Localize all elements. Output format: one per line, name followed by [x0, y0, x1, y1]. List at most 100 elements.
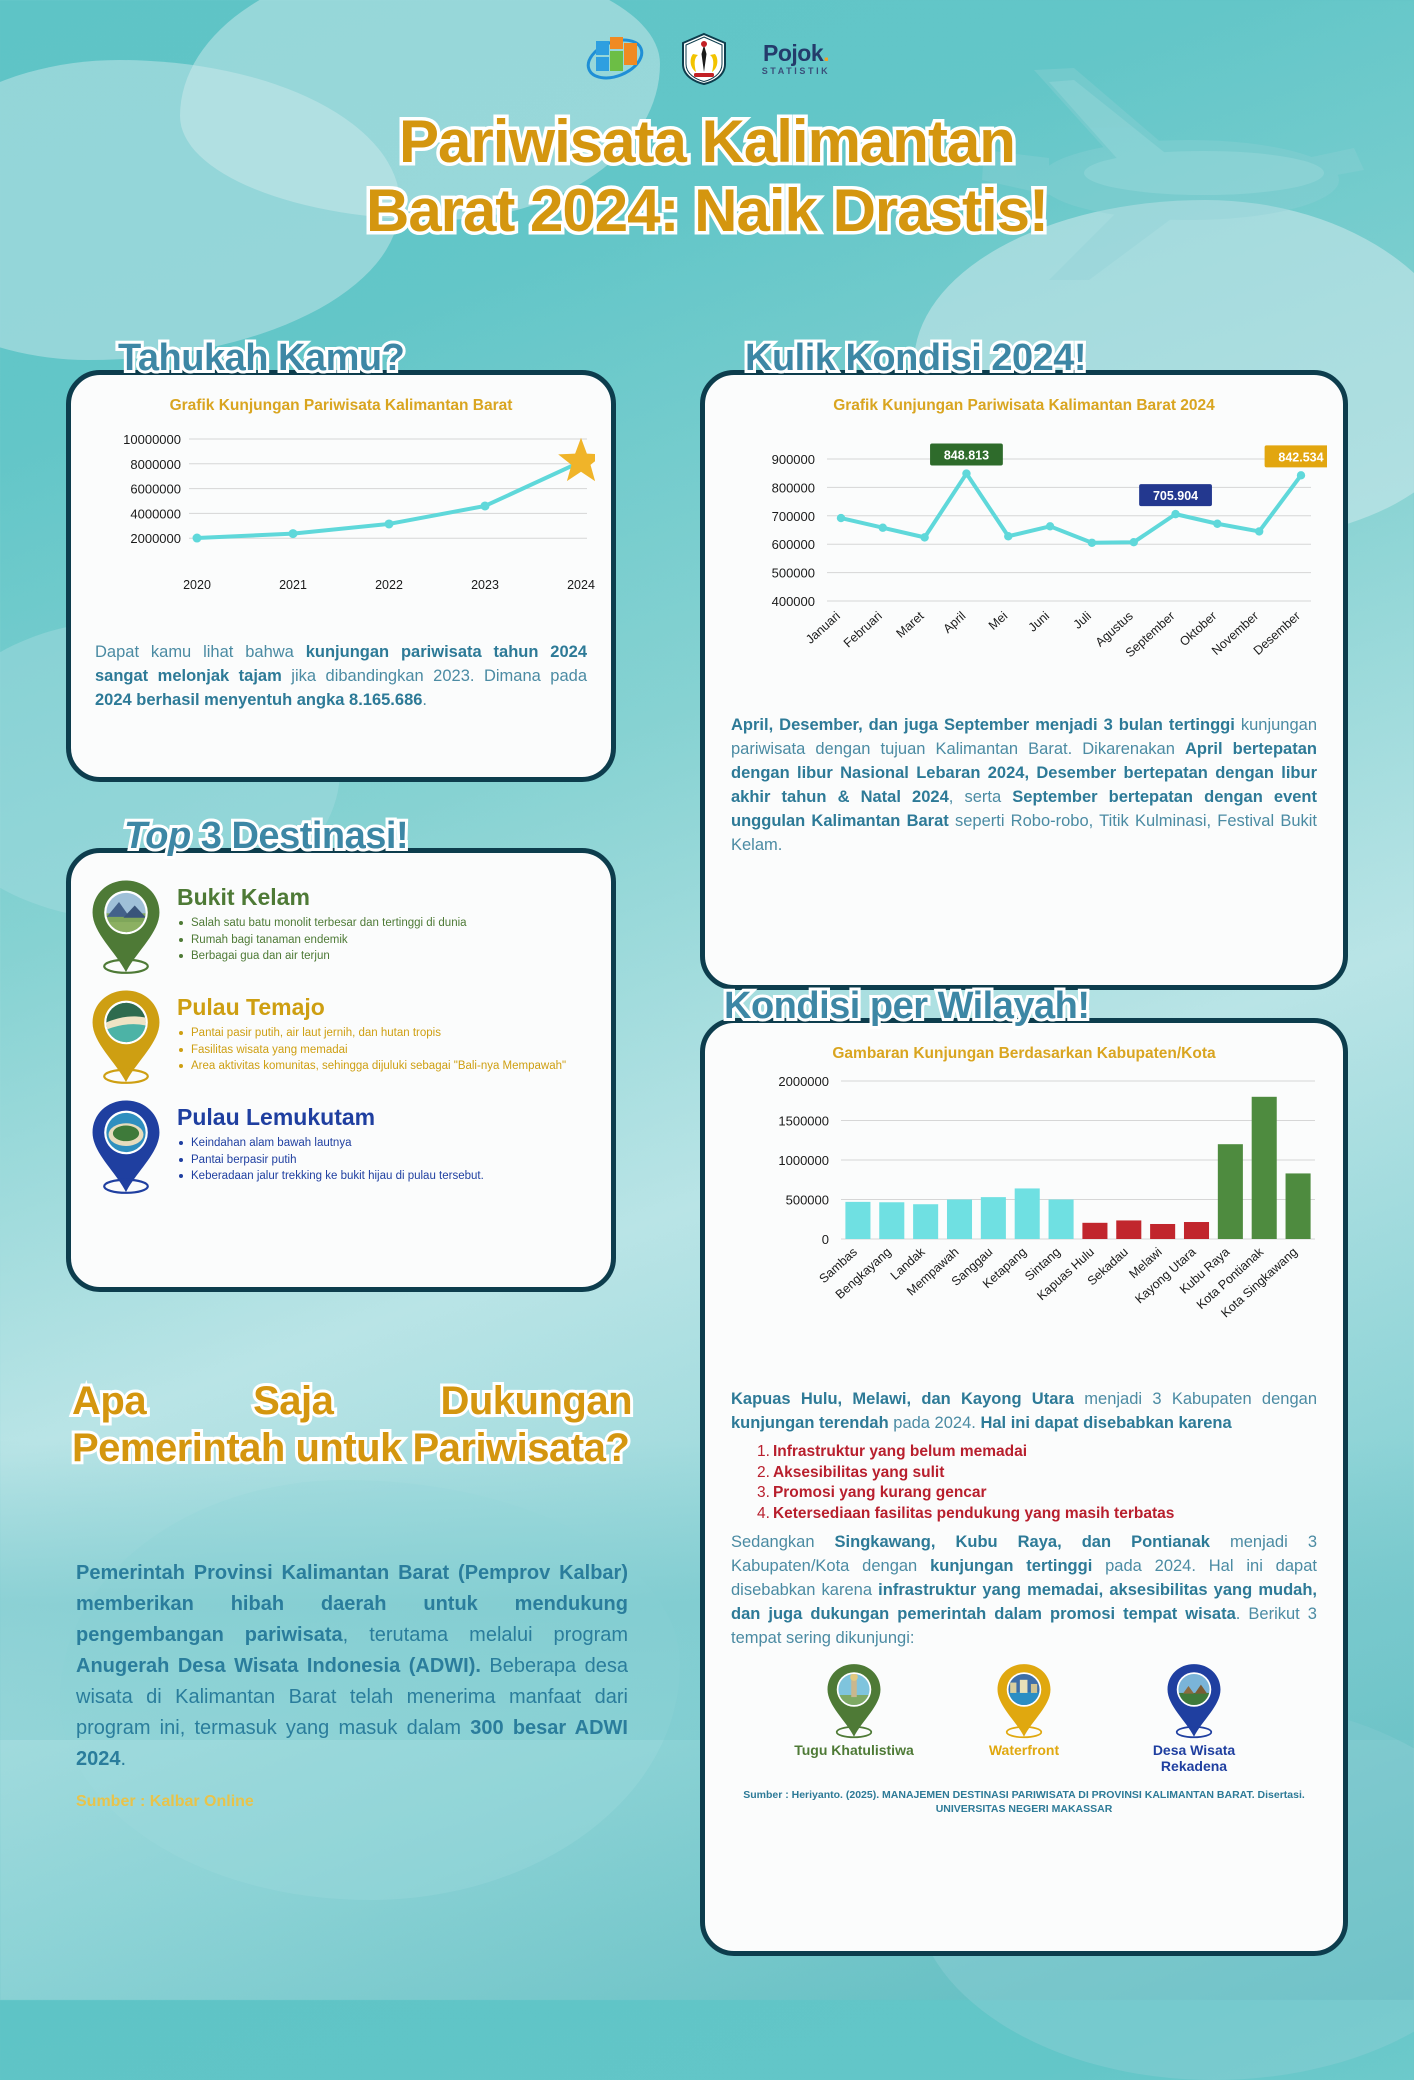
- list-item: Keindahan alam bawah lautnya: [177, 1135, 587, 1151]
- wilayah-i: kunjungan tertinggi: [930, 1556, 1093, 1575]
- svg-text:400000: 400000: [772, 594, 815, 609]
- heading-top3-destinasi: Top 3 Destinasi!: [121, 812, 412, 860]
- svg-text:Juni: Juni: [1026, 609, 1052, 635]
- bottom-place-item: Desa Wisata Rekadena: [1129, 1663, 1259, 1774]
- logo-row: Pojok. STATISTIK: [0, 28, 1414, 90]
- card-kulik-kondisi: Grafik Kunjungan Pariwisata Kalimantan B…: [700, 370, 1348, 990]
- bottom-place-item: Tugu Khatulistiwa: [789, 1663, 919, 1774]
- destination-name: Pulau Temajo: [177, 994, 325, 1020]
- dukungan-title: Apa Saja Dukungan Pemerintah untuk Pariw…: [69, 1376, 636, 1473]
- svg-text:Mei: Mei: [986, 609, 1010, 633]
- list-item: 3. Promosi yang kurang gencar: [757, 1484, 987, 1502]
- top3-lead: Top: [121, 812, 194, 860]
- destination-bullets: Salah satu batu monolit terbesar dan ter…: [177, 915, 587, 964]
- svg-text:10000000: 10000000: [123, 432, 181, 447]
- monthly-chart-title: Grafik Kunjungan Pariwisata Kalimantan B…: [833, 397, 1215, 414]
- svg-text:2023: 2023: [471, 578, 499, 592]
- dukungan-body: Pemerintah Provinsi Kalimantan Barat (Pe…: [76, 1558, 628, 1811]
- wilayah-j: pada 2024. Hal ini dapat disebabkan kare…: [731, 1556, 1317, 1599]
- tahukah-p1b: kunjungan pariwisata tahun 2024 sangat m…: [95, 643, 588, 685]
- svg-text:2021: 2021: [279, 578, 307, 592]
- wilayah-g: Singkawang, Kubu Raya, dan Pontianak: [834, 1532, 1210, 1551]
- svg-text:842.534: 842.534: [1278, 450, 1323, 464]
- kulik-f: seperti Robo-robo, Titik Kulminasi, Fest…: [731, 811, 1317, 854]
- svg-text:1000000: 1000000: [778, 1153, 829, 1168]
- destination-bullets: Pantai pasir putih, air laut jernih, dan…: [177, 1025, 587, 1074]
- top3-rest: 3 Destinasi!: [198, 812, 412, 860]
- bottom-places-row: Tugu Khatulistiwa Waterfront Desa Wisata R…: [731, 1663, 1317, 1774]
- svg-text:8000000: 8000000: [130, 457, 181, 472]
- dukungan-a: Pemerintah Provinsi Kalimantan Barat (Pe…: [76, 1562, 628, 1646]
- svg-text:1500000: 1500000: [778, 1114, 829, 1129]
- wilayah-l: . Berikut 3 tempat sering dikunjungi:: [731, 1604, 1317, 1647]
- dukungan-e: 300 besar ADWI 2024: [76, 1717, 628, 1770]
- destination-bullets: Keindahan alam bawah lautnya Pantai berpa…: [177, 1135, 587, 1184]
- list-item: 4. Ketersediaan fasilitas pendukung yang …: [757, 1505, 1175, 1523]
- list-item: Fasilitas wisata yang memadai: [177, 1042, 587, 1058]
- wilayah-b: menjadi 3 Kabupaten dengan: [1074, 1390, 1317, 1408]
- svg-text:Juli: Juli: [1071, 609, 1094, 632]
- heading-kondisi-wilayah: Kondisi per Wilayah!: [721, 982, 1093, 1030]
- list-item: Area aktivitas komunitas, sehingga dijul…: [177, 1058, 587, 1074]
- card-top3-destinasi: Bukit Kelam Salah satu batu monolit terbe…: [66, 848, 616, 1292]
- heading-kulik-kondisi: Kulik Kondisi 2024!: [742, 334, 1090, 382]
- wilayah-h: menjadi 3 Kabupaten/Kota dengan: [731, 1532, 1318, 1575]
- regency-bar-chart: 0500000100000015000002000000SambasBengka…: [778, 1074, 1315, 1320]
- wilayah-source: Sumber : Heriyanto. (2025). MANAJEMEN DE…: [743, 1788, 1305, 1815]
- wilayah-e: Hal ini dapat disebabkan karena: [980, 1413, 1232, 1432]
- bottom-place-label: Desa Wisata Rekadena: [1152, 1741, 1236, 1774]
- destination-name: Pulau Lemukutam: [177, 1104, 376, 1130]
- title-line-1: Pariwisata Kalimantan: [396, 104, 1020, 178]
- svg-text:0: 0: [822, 1232, 829, 1247]
- list-item: Berbagai gua dan air terjun: [177, 948, 587, 964]
- yearly-chart-title: Grafik Kunjungan Pariwisata Kalimantan B…: [169, 397, 513, 414]
- map-pin-icon: [89, 879, 163, 975]
- list-item: Salah satu batu monolit terbesar dan ter…: [177, 915, 587, 931]
- airplane-illustration: [982, 68, 1364, 280]
- monthly-line-chart: 400000 500000 600000 700000 800000 900000 Janu…: [772, 443, 1338, 660]
- statistik-word: STATISTIK: [761, 66, 831, 76]
- wilayah-a: Kapuas Hulu, Melawi, dan Kayong Utara: [731, 1390, 1074, 1408]
- wilayah-f: Sedangkan: [731, 1532, 835, 1551]
- svg-text:April: April: [941, 609, 969, 636]
- map-pin-icon: [89, 1099, 163, 1195]
- bottom-place-label: Waterfront: [988, 1741, 1060, 1758]
- dukungan-source: Sumber : Kalbar Online: [76, 1793, 254, 1810]
- svg-text:700000: 700000: [772, 509, 815, 524]
- list-item: Keberadaan jalur trekking ke bukit hijau…: [177, 1168, 587, 1184]
- svg-text:2020: 2020: [183, 578, 211, 592]
- svg-text:2000000: 2000000: [130, 531, 181, 546]
- regency-chart-title: Gambaran Kunjungan Berdasarkan Kabupaten…: [832, 1045, 1216, 1062]
- svg-text:Desember: Desember: [1251, 609, 1303, 658]
- bottom-place-label: Tugu Khatulistiwa: [794, 1741, 914, 1758]
- svg-text:Maret: Maret: [894, 608, 928, 640]
- card-kondisi-wilayah: Gambaran Kunjungan Berdasarkan Kabupaten…: [700, 1018, 1348, 1956]
- svg-text:2000000: 2000000: [778, 1074, 829, 1089]
- wilayah-k: infrastruktur yang memadai, aksesibilita…: [731, 1580, 1317, 1623]
- list-item: Pantai berpasir putih: [177, 1152, 587, 1168]
- tahukah-p1a: Dapat kamu lihat bahwa: [95, 643, 306, 661]
- svg-text:4000000: 4000000: [130, 506, 181, 521]
- bps-logo: [584, 33, 646, 85]
- svg-text:600000: 600000: [772, 537, 815, 552]
- page-title: Pariwisata Kalimantan Barat 2024: Naik D…: [0, 104, 1414, 248]
- list-item: Rumah bagi tanaman endemik: [177, 932, 587, 948]
- dukungan-f: .: [120, 1748, 127, 1770]
- map-pin-icon: [89, 989, 163, 1085]
- map-pin-icon: [825, 1663, 883, 1739]
- title-line-2: Barat 2024: Naik Drastis!: [362, 174, 1052, 248]
- svg-text:2024: 2024: [567, 578, 595, 592]
- tahukah-p1e: .: [422, 690, 428, 709]
- card-tahukah-kamu: Grafik Kunjungan Pariwisata Kalimantan B…: [66, 370, 616, 782]
- heading-tahukah-kamu: Tahukah Kamu?: [115, 334, 408, 382]
- pojok-word: Pojok: [762, 40, 824, 66]
- kulik-b: kunjungan pariwisata dengan tujuan Kalim…: [731, 716, 1317, 758]
- svg-text:Februari: Februari: [841, 609, 885, 651]
- wilayah-d: pada 2024.: [888, 1413, 981, 1432]
- dukungan-c: Anugerah Desa Wisata Indonesia (ADWI).: [76, 1655, 481, 1677]
- kulik-e: September bertepatan dengan event unggul…: [731, 787, 1318, 830]
- dukungan-d: Beberapa desa wisata di Kalimantan Barat…: [76, 1655, 628, 1739]
- svg-text:500000: 500000: [786, 1193, 829, 1208]
- svg-text:848.813: 848.813: [944, 449, 989, 463]
- list-item: 1. Infrastruktur yang belum memadai: [757, 1442, 1028, 1460]
